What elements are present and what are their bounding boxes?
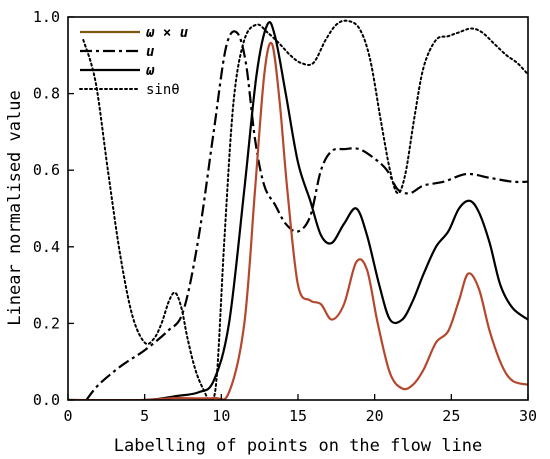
x-axis-label: Labelling of points on the flow line bbox=[114, 436, 482, 456]
x-tick-label: 20 bbox=[366, 407, 384, 425]
ticks-layer: 0 5 10 15 20 25 30 0.0 0.2 0.4 0.6 0.8 1.0 bbox=[33, 8, 537, 425]
legend-label-4: sinθ bbox=[146, 82, 180, 98]
legend-label-2: u bbox=[146, 44, 154, 60]
x-tick-label: 10 bbox=[212, 407, 230, 425]
y-axis-label: Linear normalised value bbox=[5, 90, 25, 325]
y-tick-label: 0.6 bbox=[33, 161, 60, 179]
y-tick-label: 1.0 bbox=[33, 8, 60, 26]
x-tick-label: 15 bbox=[289, 407, 307, 425]
series-line-3 bbox=[68, 21, 528, 400]
series-line-2 bbox=[85, 30, 528, 400]
y-tick-label: 0.0 bbox=[33, 391, 60, 409]
x-tick-label: 30 bbox=[519, 407, 537, 425]
y-tick-label: 0.4 bbox=[33, 238, 60, 256]
legend-label-1: ω × u bbox=[146, 25, 188, 41]
series-line-4 bbox=[82, 19, 528, 400]
x-tick-label: 25 bbox=[442, 407, 460, 425]
x-tick-label: 5 bbox=[140, 407, 149, 425]
x-tick-label: 0 bbox=[63, 407, 72, 425]
legend-label-3: ω bbox=[146, 63, 155, 79]
series-layer bbox=[68, 19, 528, 400]
legend: ω × u uω sinθ bbox=[79, 25, 188, 98]
series-line-1 bbox=[68, 41, 528, 400]
y-tick-label: 0.2 bbox=[33, 314, 60, 332]
y-tick-label: 0.8 bbox=[33, 85, 60, 103]
